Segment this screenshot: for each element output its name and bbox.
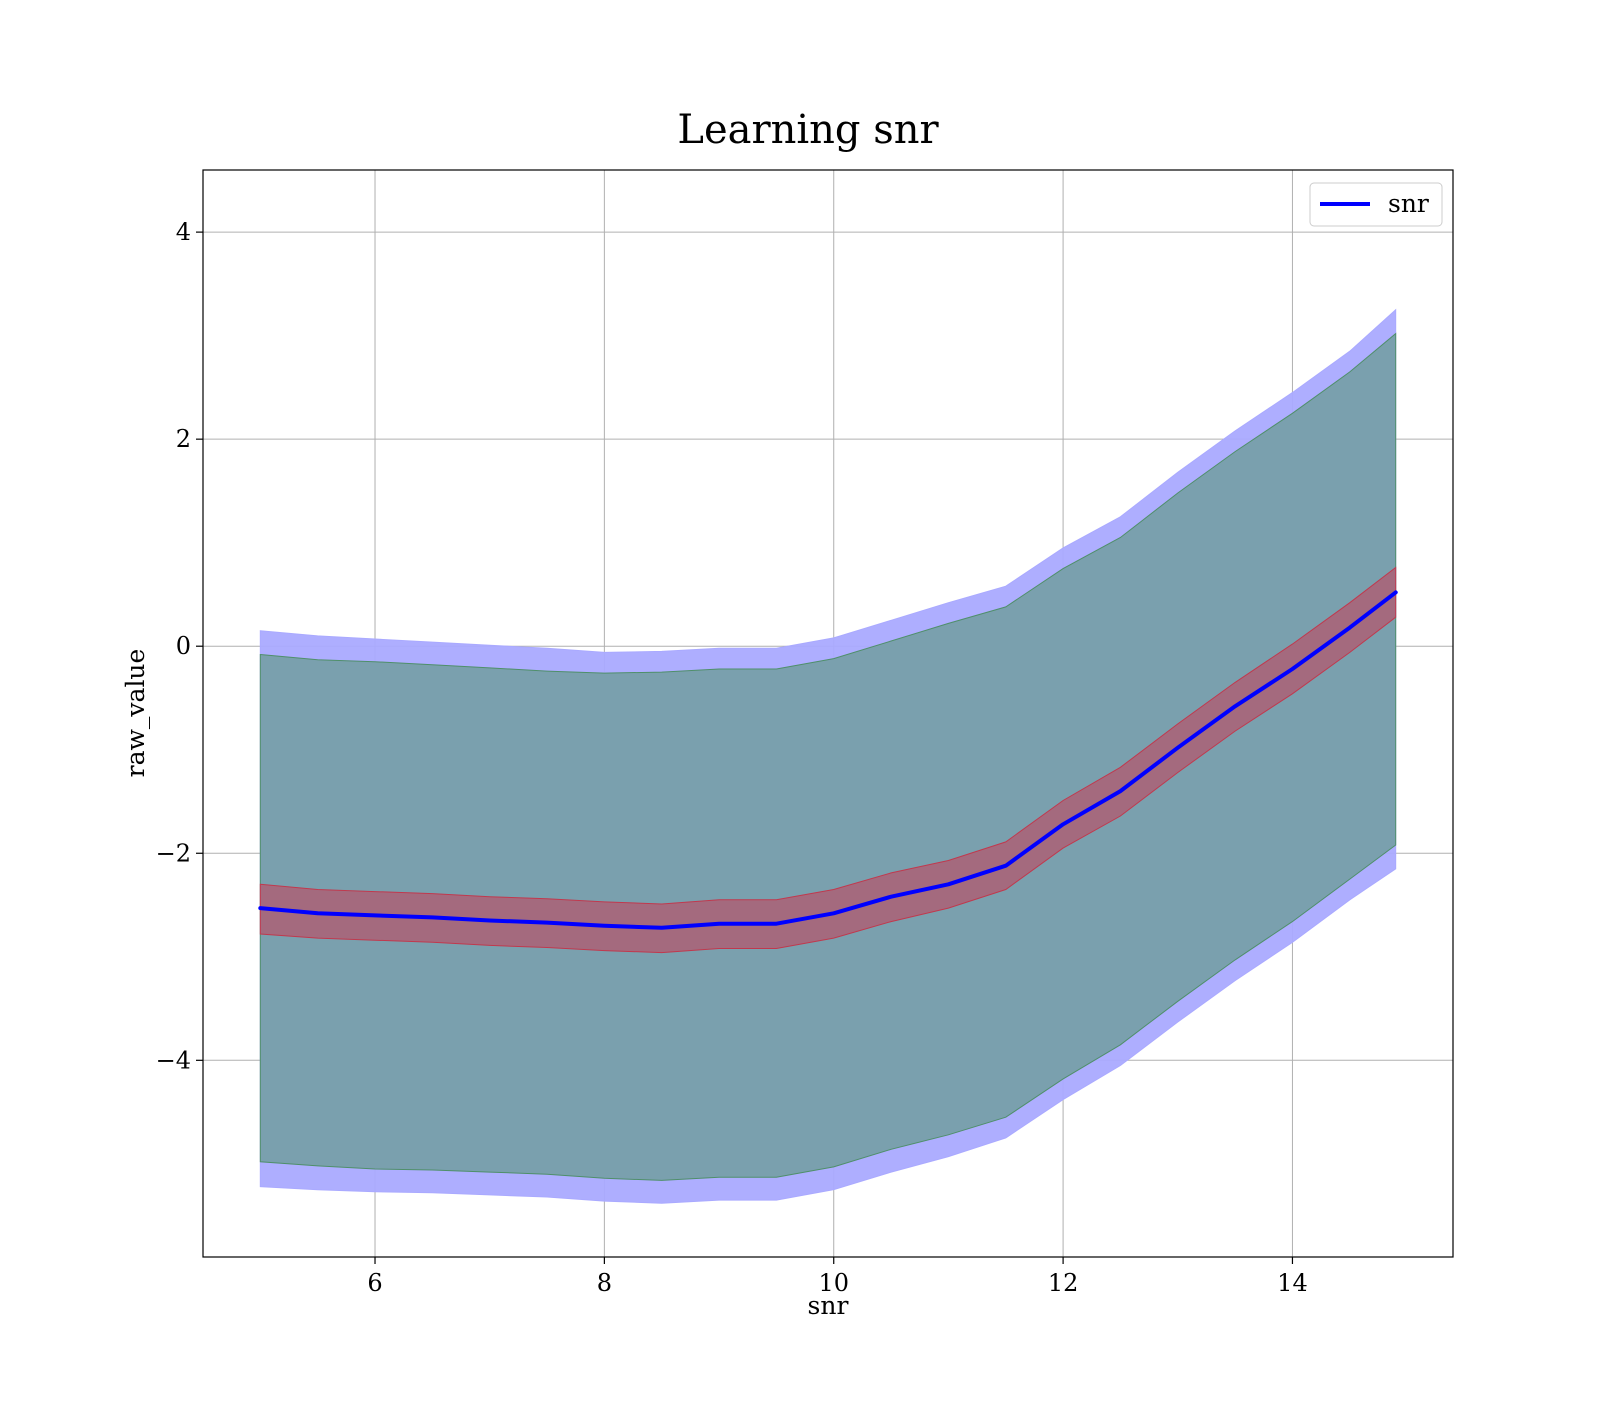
- chart-title: Learning snr: [677, 107, 939, 153]
- x-tick-label: 12: [1048, 1269, 1079, 1297]
- y-tick-label: 0: [176, 632, 191, 660]
- y-tick-label: 4: [176, 218, 191, 246]
- x-tick-label: 8: [597, 1269, 612, 1297]
- middle-band: [259, 332, 1397, 1181]
- x-tick-label: 10: [818, 1269, 849, 1297]
- legend: snr: [1309, 182, 1443, 227]
- x-tick-label: 14: [1277, 1269, 1308, 1297]
- x-tick-label: 6: [367, 1269, 382, 1297]
- plot-frame: [202, 169, 1454, 1258]
- y-tick-label: −2: [156, 839, 191, 867]
- legend-box: [1309, 182, 1443, 227]
- confidence-bands: [259, 308, 1397, 1204]
- y-tick-label: −4: [156, 1046, 191, 1074]
- x-axis-label: snr: [808, 1291, 849, 1320]
- y-axis-label: raw_value: [121, 649, 150, 778]
- y-tick-label: 2: [176, 425, 191, 453]
- axis-ticks: 6 8 10 12 14 −4 −2 0 2 4: [156, 218, 1308, 1297]
- series-line-snr: [258, 590, 1398, 930]
- legend-entry-label: snr: [1388, 189, 1429, 218]
- series-lines: [258, 590, 1398, 930]
